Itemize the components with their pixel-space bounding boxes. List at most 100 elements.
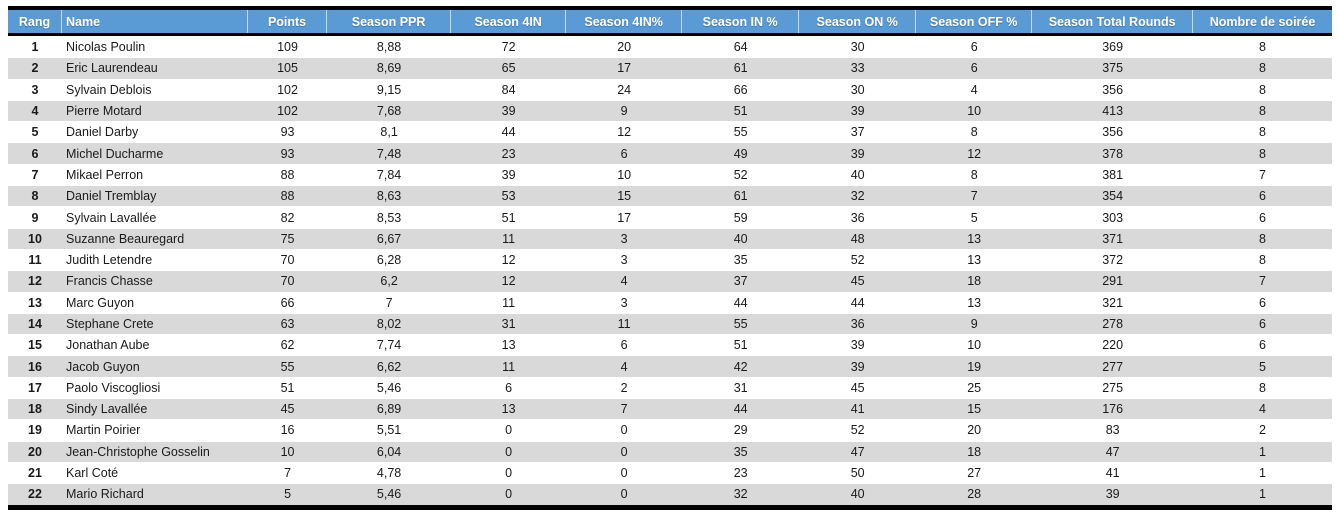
cell-season_4in_pct: 10 [617,167,632,182]
cell-season_4in: 6 [505,380,513,395]
cell-points: 75 [280,231,295,246]
cell-season_4in_pct: 0 [620,444,628,459]
cell-season_on_pct: 41 [850,402,865,417]
cell-season_ppr: 4,78 [376,466,402,481]
cell-season_4in_pct: 15 [617,189,632,204]
cell-season_off_pct: 15 [967,402,982,417]
cell-season_4in: 53 [501,189,516,204]
cell-season_4in: 12 [501,253,516,268]
cell-season_4in: 51 [501,210,516,225]
cell-season_in_pct: 61 [733,189,748,204]
cell-name: Daniel Darby [66,125,139,140]
cell-nombre_de_soiree: 6 [1259,189,1266,204]
cell-season_in_pct: 51 [733,104,748,119]
cell-season_off_pct: 6 [970,39,978,54]
column-header-nombre_de_soiree: Nombre de soirée [1209,14,1316,29]
cell-rang: 2 [31,61,39,76]
cell-season_total_rounds: 369 [1102,39,1124,54]
cell-season_4in: 39 [501,104,516,119]
cell-season_ppr: 6,62 [376,359,402,374]
cell-season_4in_pct: 2 [620,380,628,395]
cell-points: 70 [280,274,295,289]
column-header-season_4in_pct: Season 4IN% [566,10,683,33]
cell-season_on_pct: 48 [850,231,865,246]
cell-nombre_de_soiree: 8 [1259,146,1266,161]
cell-rang: 4 [31,104,39,119]
cell-season_in_pct: 55 [733,317,748,331]
cell-rang: 11 [28,253,42,268]
cell-season_ppr: 6,04 [376,444,402,459]
cell-season_on_pct: 30 [850,39,865,54]
table-header-row: Rang Name Points Season PPR Season 4IN Season… [8,10,1332,36]
cell-season_4in_pct: 3 [620,295,628,310]
cell-season_4in: 0 [505,444,513,459]
table-row: 16 Jacob Guyon 55 6,62 11 4 42 39 19 277 5 [8,355,1332,377]
cell-season_4in: 0 [505,487,513,502]
cell-season_on_pct: 52 [850,253,865,268]
cell-season_off_pct: 25 [967,380,982,395]
column-header-season_on_pct: Season ON % [799,10,917,33]
cell-points: 88 [280,167,295,182]
table-row: 18 Sindy Lavallée 45 6,89 13 7 44 41 15 176 4 [8,398,1332,420]
cell-season_ppr: 7 [385,295,393,310]
cell-name: Pierre Motard [66,104,142,119]
cell-nombre_de_soiree: 8 [1259,39,1266,54]
cell-season_4in_pct: 4 [620,359,628,374]
cell-name: Francis Chasse [66,274,153,289]
cell-points: 109 [277,39,298,54]
table-row: 15 Jonathan Aube 62 7,74 13 6 51 39 10 220 6 [8,334,1332,356]
cell-points: 93 [280,146,295,161]
cell-rang: 7 [31,167,39,182]
cell-season_off_pct: 18 [967,274,982,289]
cell-name: Sindy Lavallée [66,402,148,417]
cell-points: 102 [277,104,298,119]
cell-points: 51 [280,380,295,395]
cell-rang: 13 [28,295,42,310]
cell-season_total_rounds: 83 [1105,423,1120,438]
cell-rang: 3 [31,82,39,97]
cell-season_total_rounds: 39 [1105,487,1120,502]
cell-season_4in_pct: 11 [617,317,631,331]
cell-name: Judith Letendre [66,253,153,268]
cell-nombre_de_soiree: 7 [1259,167,1266,182]
cell-points: 5 [284,487,292,502]
cell-nombre_de_soiree: 8 [1259,125,1266,140]
table-row: 9 Sylvain Lavallée 82 8,53 51 17 59 36 5 303 6 [8,206,1332,228]
cell-season_ppr: 8,69 [376,61,402,76]
cell-season_total_rounds: 375 [1102,61,1124,76]
cell-season_total_rounds: 176 [1102,402,1124,417]
cell-season_4in_pct: 0 [620,466,628,481]
cell-season_off_pct: 8 [970,167,978,182]
cell-season_in_pct: 42 [733,359,748,374]
cell-season_off_pct: 9 [970,317,978,331]
table-row: 22 Mario Richard 5 5,46 0 0 32 40 28 39 1 [8,483,1332,505]
cell-season_in_pct: 59 [733,210,748,225]
cell-season_4in: 13 [501,402,516,417]
cell-season_ppr: 7,84 [376,167,402,182]
cell-points: 10 [280,444,295,459]
cell-season_on_pct: 36 [850,317,865,331]
cell-season_4in: 0 [505,423,513,438]
cell-nombre_de_soiree: 8 [1259,61,1266,76]
table-row: 13 Marc Guyon 66 7 11 3 44 44 13 321 6 [8,291,1332,313]
cell-name: Jean-Christophe Gosselin [66,444,210,459]
cell-season_4in_pct: 7 [620,402,628,417]
cell-season_in_pct: 44 [733,402,748,417]
cell-nombre_de_soiree: 6 [1259,317,1266,331]
cell-season_4in: 72 [501,39,516,54]
cell-points: 82 [280,210,295,225]
cell-season_ppr: 8,1 [380,125,398,140]
cell-season_ppr: 5,46 [376,380,402,395]
table-row: 12 Francis Chasse 70 6,2 12 4 37 45 18 291 7 [8,270,1332,292]
cell-points: 105 [277,61,298,76]
cell-nombre_de_soiree: 8 [1259,253,1266,268]
cell-season_off_pct: 13 [967,295,982,310]
cell-season_4in_pct: 3 [620,253,628,268]
cell-season_ppr: 6,67 [376,231,402,246]
cell-points: 70 [280,253,295,268]
cell-points: 62 [280,338,295,353]
cell-season_on_pct: 52 [850,423,865,438]
cell-season_on_pct: 39 [850,338,865,353]
cell-name: Sylvain Lavallée [66,210,157,225]
cell-season_total_rounds: 372 [1102,253,1124,268]
